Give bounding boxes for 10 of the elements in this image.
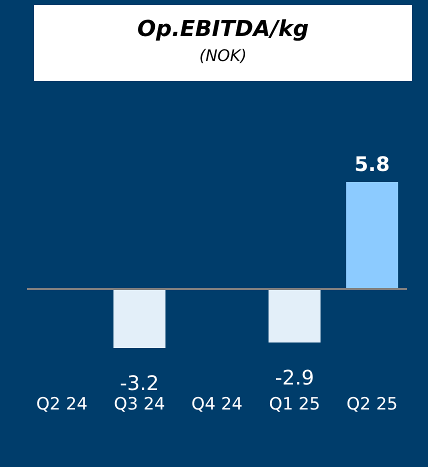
x-tick-label: Q3 24 <box>114 394 166 414</box>
chart-subtitle: (NOK) <box>198 46 248 65</box>
chart-title: Op.EBITDA/kg <box>136 17 310 42</box>
x-tick-label: Q1 25 <box>268 394 320 414</box>
x-tick-label: Q2 24 <box>36 394 88 414</box>
x-tick-label: Q4 24 <box>191 394 243 414</box>
data-label: -2.9 <box>275 365 314 390</box>
x-tick-label: Q2 25 <box>346 394 398 414</box>
data-label: -3.2 <box>120 371 159 395</box>
data-label: 5.8 <box>354 152 390 176</box>
